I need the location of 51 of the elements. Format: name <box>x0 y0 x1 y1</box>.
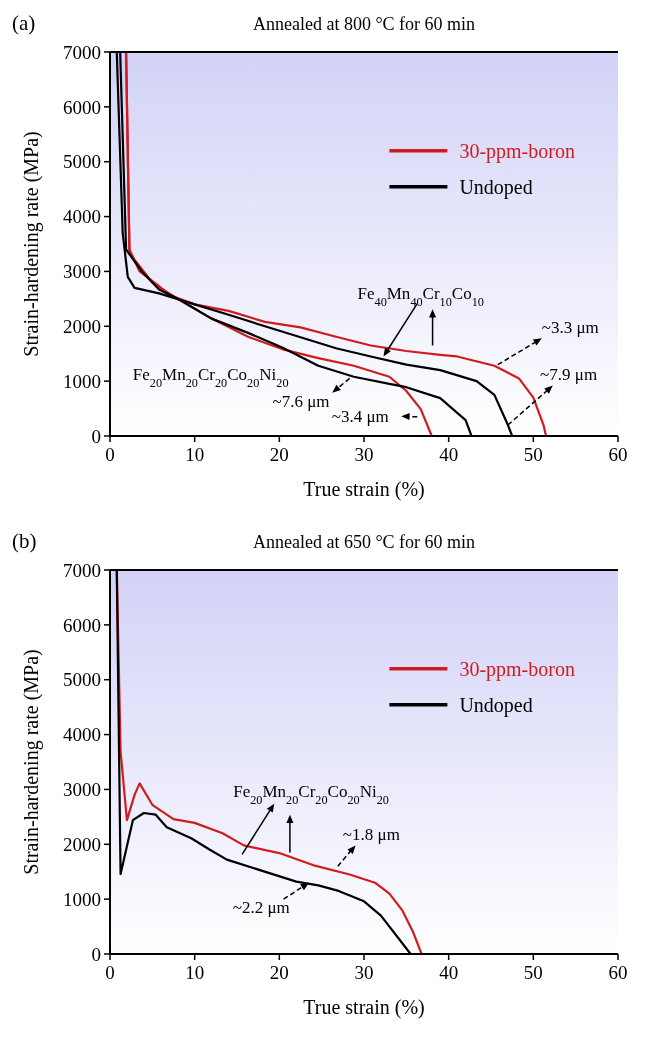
annotation: ~7.9 μm <box>540 365 598 385</box>
y-tick-label: 5000 <box>63 151 101 173</box>
y-tick-label: 7000 <box>63 559 101 581</box>
chart-title: Annealed at 800 °C for 60 min <box>252 14 476 34</box>
y-tick-label: 4000 <box>63 206 101 228</box>
x-tick-label: 30 <box>354 444 374 465</box>
x-tick-label: 30 <box>354 962 374 983</box>
legend-label: 30-ppm-boron <box>459 657 575 681</box>
annotation: Fe$_{40}$Mn$_{40}$Cr$_{10}$Co$_{10}$ <box>357 283 484 309</box>
chart-title: Annealed at 650 °C for 60 min <box>252 532 476 552</box>
text: (b) <box>12 529 37 553</box>
x-tick-label: 0 <box>105 962 115 983</box>
annotation: ~2.2 μm <box>232 897 290 917</box>
text: Fe$_{20}$Mn$_{20}$Cr$_{20}$Co$_{20}$Ni$_{20}$ <box>132 365 289 391</box>
y-axis-title: Strain-hardening rate (MPa) <box>20 131 43 357</box>
y-tick-label: 2000 <box>63 833 101 855</box>
y-tick-label: 6000 <box>63 614 101 636</box>
x-tick-label: 40 <box>439 444 459 465</box>
legend-label: 30-ppm-boron <box>459 139 575 163</box>
text: (a) <box>12 11 36 35</box>
y-tick-label: 0 <box>91 425 101 447</box>
y-tick-label: 0 <box>91 943 101 965</box>
y-tick-label: 6000 <box>63 96 101 118</box>
x-tick-label: 0 <box>105 444 115 465</box>
y-tick-label: 1000 <box>63 888 101 910</box>
x-tick-label: 10 <box>185 444 205 465</box>
legend-label: Undoped <box>459 693 533 717</box>
x-tick-label: 50 <box>523 444 543 465</box>
y-tick-label: 5000 <box>63 669 101 691</box>
y-axis-title: Strain-hardening rate (MPa) <box>20 649 43 875</box>
x-tick-label: 20 <box>269 444 289 465</box>
y-tick-label: 7000 <box>63 41 101 63</box>
annotation: ~1.8 μm <box>342 824 400 844</box>
x-tick-label: 20 <box>269 962 289 983</box>
x-tick-label: 10 <box>185 962 205 983</box>
y-tick-label: 4000 <box>63 724 101 746</box>
x-axis-title: True strain (%) <box>303 996 425 1019</box>
annotation: ~7.6 μm <box>272 392 330 412</box>
y-tick-label: 3000 <box>63 261 101 283</box>
x-axis-title: True strain (%) <box>303 478 425 501</box>
y-tick-label: 2000 <box>63 315 101 337</box>
annotation: ~3.4 μm <box>331 406 389 426</box>
x-tick-label: 40 <box>439 962 459 983</box>
text: Fe$_{20}$Mn$_{20}$Cr$_{20}$Co$_{20}$Ni$_{20}$ <box>233 781 389 807</box>
y-tick-label: 3000 <box>63 779 101 801</box>
y-tick-label: 1000 <box>63 370 101 392</box>
x-tick-label: 50 <box>523 962 543 983</box>
legend-label: Undoped <box>459 175 533 199</box>
annotation: ~3.3 μm <box>541 317 599 337</box>
x-tick-label: 60 <box>608 962 628 983</box>
x-tick-label: 60 <box>608 444 628 465</box>
